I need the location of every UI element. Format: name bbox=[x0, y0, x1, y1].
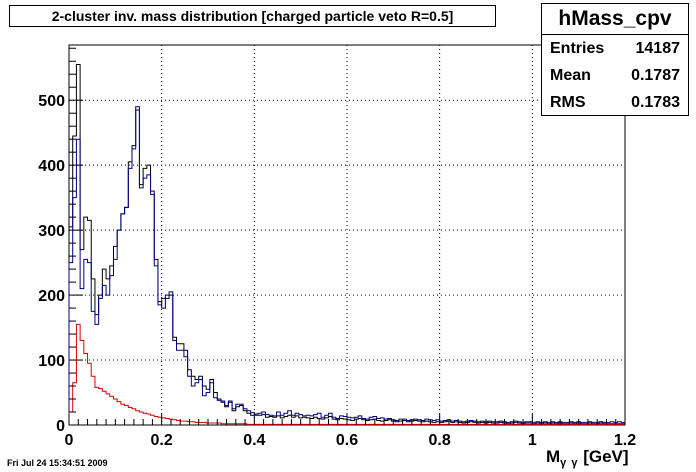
stats-value: 14187 bbox=[635, 40, 681, 57]
x-axis-subscript: γ γ bbox=[560, 457, 579, 469]
datestamp: Fri Jul 24 15:34:51 2009 bbox=[7, 458, 108, 468]
stats-box: hMass_cpv Entries 14187 Mean 0.1787 RMS … bbox=[541, 3, 689, 116]
y-tick-label: 300 bbox=[38, 223, 65, 240]
stats-label: Mean bbox=[550, 67, 591, 84]
y-tick-label: 0 bbox=[56, 418, 65, 435]
stats-label: RMS bbox=[550, 94, 586, 111]
stats-row-rms: RMS 0.1783 bbox=[542, 89, 688, 116]
stats-label: Entries bbox=[550, 40, 605, 57]
stats-histogram-name: hMass_cpv bbox=[542, 4, 688, 35]
x-tick-label: 1.2 bbox=[614, 432, 636, 449]
x-tick-label: 0.6 bbox=[336, 432, 358, 449]
x-axis-symbol: M bbox=[546, 447, 561, 466]
x-tick-label: 0.2 bbox=[151, 432, 173, 449]
stats-row-entries: Entries 14187 bbox=[542, 35, 688, 62]
y-tick-label: 100 bbox=[38, 353, 65, 370]
chart-title: 2-cluster inv. mass distribution [charge… bbox=[9, 5, 496, 27]
x-tick-label: 0 bbox=[65, 432, 74, 449]
x-tick-label: 0.8 bbox=[429, 432, 451, 449]
axes: 0 0.2 0.4 0.6 0.8 1 1.2 0 100 200 300 400 500 bbox=[38, 47, 636, 449]
x-tick-label: 1 bbox=[528, 432, 537, 449]
histogram-line-blue bbox=[68, 106, 626, 425]
x-axis-title: Mγ γ [GeV] bbox=[546, 447, 629, 469]
x-tick-label: 0.4 bbox=[243, 432, 265, 449]
y-tick-label: 200 bbox=[38, 288, 65, 305]
y-tick-label: 400 bbox=[38, 158, 65, 175]
stats-value: 0.1783 bbox=[631, 94, 680, 111]
x-axis-unit: [GeV] bbox=[578, 447, 629, 466]
stats-row-mean: Mean 0.1787 bbox=[542, 62, 688, 89]
stats-value: 0.1787 bbox=[631, 67, 680, 84]
y-tick-label: 500 bbox=[38, 93, 65, 110]
grid-lines bbox=[69, 45, 625, 425]
